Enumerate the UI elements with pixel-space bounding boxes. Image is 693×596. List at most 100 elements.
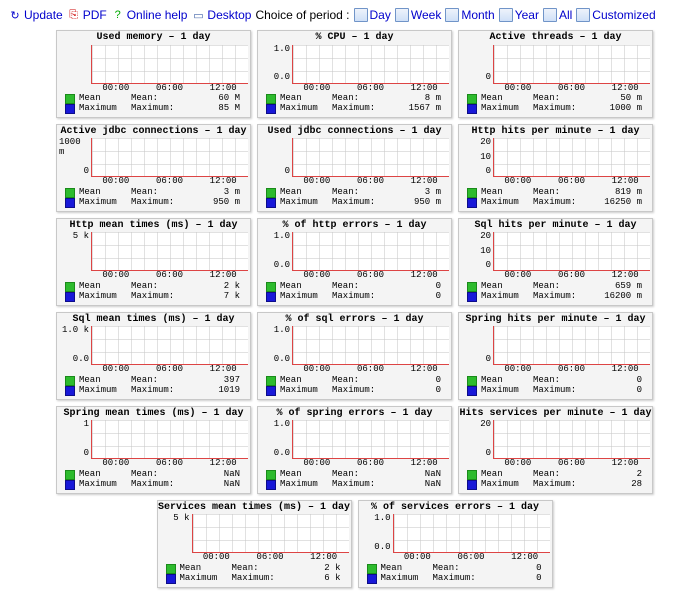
x-axis-labels: 00:0006:0012:00 [57, 459, 250, 468]
chart-legend: MeanMean:NaNMaximumMaximum:NaN [57, 469, 250, 493]
legend-stat-max: Maximum: [533, 198, 588, 207]
chart-card[interactable]: % of http errors – 1 day1.00.000:0006:00… [257, 218, 452, 306]
period-week[interactable]: Week [411, 8, 441, 22]
legend-swatch-max [266, 198, 276, 208]
pdf-link[interactable]: ⎘ PDF [67, 8, 107, 22]
chart-card[interactable]: Http hits per minute – 1 day2010000:0006… [458, 124, 653, 212]
chart-plot-area: 1.00.0 [258, 325, 451, 365]
chart-card[interactable]: Used memory – 1 day00:0006:0012:00MeanMe… [56, 30, 251, 118]
y-axis-labels: 20100 [461, 138, 493, 176]
legend-name-max: Maximum [481, 198, 529, 207]
period-customized[interactable]: Customized [592, 8, 655, 22]
legend-swatch-max [467, 104, 477, 114]
period-day[interactable]: Day [370, 8, 391, 22]
legend-value-max: 7 k [190, 292, 246, 301]
y-axis-labels: 1.00.0 [260, 232, 292, 270]
legend-swatch-max [65, 386, 75, 396]
legend-stat-max: Maximum: [131, 386, 186, 395]
period-year[interactable]: Year [515, 8, 539, 22]
chart-plot-area: 5 k [158, 513, 351, 553]
chart-title: Http hits per minute – 1 day [459, 125, 652, 138]
chart-plot-area: 1.0 k0.0 [57, 325, 250, 365]
legend-swatch-max [65, 104, 75, 114]
chart-title: Sql mean times (ms) – 1 day [57, 313, 250, 326]
chart-title: Services mean times (ms) – 1 day [158, 501, 351, 514]
x-axis-labels: 00:0006:0012:00 [459, 177, 652, 186]
y-axis-labels: 1.0 k0.0 [59, 326, 91, 364]
x-axis-labels: 00:0006:0012:00 [359, 553, 552, 562]
x-axis-labels: 00:0006:0012:00 [258, 271, 451, 280]
refresh-icon: ↻ [8, 8, 22, 22]
chart-plot [292, 326, 449, 365]
calendar-icon [445, 8, 459, 22]
chart-card[interactable]: Active jdbc connections – 1 day1000 m000… [56, 124, 251, 212]
legend-name-max: Maximum [481, 104, 529, 113]
calendar-icon [395, 8, 409, 22]
legend-value-mean: 2 [592, 470, 648, 479]
legend-name-max: Maximum [79, 104, 127, 113]
update-link[interactable]: ↻ Update [8, 8, 63, 22]
y-axis-labels: 20100 [461, 232, 493, 270]
pdf-label: PDF [83, 8, 107, 22]
legend-swatch-mean [467, 188, 477, 198]
period-prompt: Choice of period : [255, 8, 349, 22]
legend-name-max: Maximum [79, 480, 127, 489]
legend-swatch-mean [65, 188, 75, 198]
chart-card[interactable]: Sql mean times (ms) – 1 day1.0 k0.000:00… [56, 312, 251, 400]
legend-swatch-mean [266, 188, 276, 198]
legend-swatch-max [467, 198, 477, 208]
period-all[interactable]: All [559, 8, 572, 22]
y-axis-labels: 5 k [59, 232, 91, 270]
chart-card[interactable]: Sql hits per minute – 1 day2010000:0006:… [458, 218, 653, 306]
chart-card[interactable]: Spring mean times (ms) – 1 day1000:0006:… [56, 406, 251, 494]
legend-value-max: 0 [592, 386, 648, 395]
legend-stat-max: Maximum: [533, 292, 588, 301]
legend-swatch-max [65, 198, 75, 208]
y-axis-labels: 1.00.0 [260, 45, 292, 83]
chart-card[interactable]: % of services errors – 1 day1.00.000:000… [358, 500, 553, 588]
period-links: Day Week Month Year All Customized [354, 8, 656, 22]
legend-stat-max: Maximum: [433, 574, 488, 583]
chart-card[interactable]: Spring hits per minute – 1 day000:0006:0… [458, 312, 653, 400]
chart-card[interactable]: Used jdbc connections – 1 day000:0006:00… [257, 124, 452, 212]
charts-grid: Used memory – 1 day00:0006:0012:00MeanMe… [8, 30, 693, 588]
chart-card[interactable]: Hits services per minute – 1 day20000:00… [458, 406, 653, 494]
legend-value-max: 0 [391, 292, 447, 301]
chart-legend: MeanMean:8 mMaximumMaximum:1567 m [258, 93, 451, 117]
chart-title: Used memory – 1 day [57, 31, 250, 44]
legend-swatch-mean [65, 376, 75, 386]
legend-name-max: Maximum [79, 198, 127, 207]
y-axis-labels: 0 [260, 138, 292, 176]
chart-plot-area: 1.00.0 [359, 513, 552, 553]
chart-card[interactable]: % CPU – 1 day1.00.000:0006:0012:00MeanMe… [257, 30, 452, 118]
chart-plot [91, 326, 248, 365]
legend-swatch-max [266, 292, 276, 302]
chart-card[interactable]: % of sql errors – 1 day1.00.000:0006:001… [257, 312, 452, 400]
x-axis-labels: 00:0006:0012:00 [459, 365, 652, 374]
chart-card[interactable]: Active threads – 1 day000:0006:0012:00Me… [458, 30, 653, 118]
legend-swatch-mean [467, 282, 477, 292]
chart-card[interactable]: % of spring errors – 1 day1.00.000:0006:… [257, 406, 452, 494]
chart-title: % CPU – 1 day [258, 31, 451, 44]
chart-title: Sql hits per minute – 1 day [459, 219, 652, 232]
chart-card[interactable]: Services mean times (ms) – 1 day5 k00:00… [157, 500, 352, 588]
legend-swatch-max [467, 480, 477, 490]
chart-plot-area: 20100 [459, 231, 652, 271]
y-axis-labels: 1.00.0 [361, 514, 393, 552]
chart-legend: MeanMean:0MaximumMaximum:0 [258, 281, 451, 305]
chart-legend: MeanMean:2MaximumMaximum:28 [459, 469, 652, 493]
chart-plot [493, 420, 650, 459]
legend-name-mean: Mean [481, 470, 529, 479]
x-axis-labels: 00:0006:0012:00 [57, 271, 250, 280]
desktop-link[interactable]: ▭ Desktop [191, 8, 251, 22]
legend-name-max: Maximum [280, 480, 328, 489]
legend-value-mean: 2 k [291, 564, 347, 573]
period-month[interactable]: Month [461, 8, 494, 22]
legend-value-mean: NaN [391, 470, 447, 479]
legend-swatch-mean [266, 282, 276, 292]
legend-swatch-mean [166, 564, 176, 574]
legend-stat-max: Maximum: [332, 292, 387, 301]
chart-card[interactable]: Http mean times (ms) – 1 day5 k00:0006:0… [56, 218, 251, 306]
toolbar: ↻ Update ⎘ PDF ? Online help ▭ Desktop C… [8, 8, 693, 22]
help-link[interactable]: ? Online help [111, 8, 188, 22]
